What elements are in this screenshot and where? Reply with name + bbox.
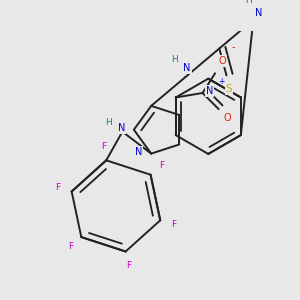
Text: H: H	[245, 0, 252, 4]
Text: N: N	[135, 147, 142, 157]
Text: F: F	[56, 183, 61, 192]
Text: N: N	[206, 86, 213, 96]
Text: S: S	[226, 84, 232, 94]
Text: N: N	[183, 63, 191, 73]
Text: H: H	[171, 55, 178, 64]
Text: F: F	[159, 160, 164, 169]
Text: F: F	[126, 261, 131, 270]
Text: O: O	[218, 56, 226, 66]
Text: N: N	[255, 8, 262, 18]
Text: F: F	[68, 242, 73, 251]
Text: H: H	[105, 118, 112, 127]
Text: F: F	[101, 142, 106, 151]
Text: N: N	[118, 123, 125, 133]
Text: O: O	[224, 113, 231, 123]
Text: F: F	[171, 220, 176, 229]
Text: +: +	[219, 77, 225, 86]
Text: -: -	[231, 42, 235, 52]
